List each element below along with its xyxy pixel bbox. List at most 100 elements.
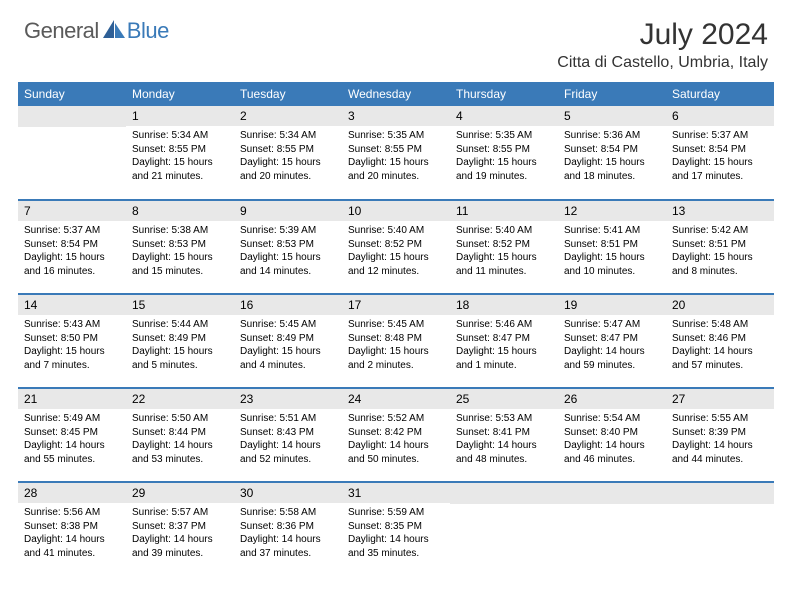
day-ss: Sunset: 8:52 PM (348, 238, 446, 252)
day-cell: 22Sunrise: 5:50 AMSunset: 8:44 PMDayligh… (126, 388, 234, 482)
day-cell: 30Sunrise: 5:58 AMSunset: 8:36 PMDayligh… (234, 482, 342, 576)
day-sr: Sunrise: 5:34 AM (132, 129, 230, 143)
day-number (666, 483, 774, 504)
day-content: Sunrise: 5:57 AMSunset: 8:37 PMDaylight:… (126, 503, 234, 563)
day-content: Sunrise: 5:52 AMSunset: 8:42 PMDaylight:… (342, 409, 450, 469)
day-content: Sunrise: 5:40 AMSunset: 8:52 PMDaylight:… (450, 221, 558, 281)
day-number: 13 (666, 201, 774, 221)
day-number (558, 483, 666, 504)
day-content: Sunrise: 5:49 AMSunset: 8:45 PMDaylight:… (18, 409, 126, 469)
day-content: Sunrise: 5:43 AMSunset: 8:50 PMDaylight:… (18, 315, 126, 375)
day-cell: 23Sunrise: 5:51 AMSunset: 8:43 PMDayligh… (234, 388, 342, 482)
day-sr: Sunrise: 5:37 AM (672, 129, 770, 143)
day-number (450, 483, 558, 504)
day-ss: Sunset: 8:55 PM (132, 143, 230, 157)
calendar-table: Sunday Monday Tuesday Wednesday Thursday… (18, 82, 774, 576)
day-content: Sunrise: 5:37 AMSunset: 8:54 PMDaylight:… (18, 221, 126, 281)
day-cell: 16Sunrise: 5:45 AMSunset: 8:49 PMDayligh… (234, 294, 342, 388)
day-ss: Sunset: 8:40 PM (564, 426, 662, 440)
day-ss: Sunset: 8:55 PM (456, 143, 554, 157)
day-d2: and 14 minutes. (240, 265, 338, 279)
day-cell: 25Sunrise: 5:53 AMSunset: 8:41 PMDayligh… (450, 388, 558, 482)
day-ss: Sunset: 8:52 PM (456, 238, 554, 252)
day-cell: 24Sunrise: 5:52 AMSunset: 8:42 PMDayligh… (342, 388, 450, 482)
day-ss: Sunset: 8:55 PM (348, 143, 446, 157)
day-sr: Sunrise: 5:49 AM (24, 412, 122, 426)
day-d1: Daylight: 14 hours (132, 439, 230, 453)
day-d1: Daylight: 14 hours (240, 533, 338, 547)
day-cell: 6Sunrise: 5:37 AMSunset: 8:54 PMDaylight… (666, 106, 774, 200)
day-ss: Sunset: 8:35 PM (348, 520, 446, 534)
day-d2: and 8 minutes. (672, 265, 770, 279)
day-cell: 28Sunrise: 5:56 AMSunset: 8:38 PMDayligh… (18, 482, 126, 576)
day-d1: Daylight: 15 hours (456, 156, 554, 170)
day-sr: Sunrise: 5:37 AM (24, 224, 122, 238)
day-cell (558, 482, 666, 576)
day-d1: Daylight: 15 hours (240, 251, 338, 265)
day-ss: Sunset: 8:54 PM (672, 143, 770, 157)
day-cell: 19Sunrise: 5:47 AMSunset: 8:47 PMDayligh… (558, 294, 666, 388)
day-d1: Daylight: 15 hours (132, 345, 230, 359)
day-sr: Sunrise: 5:36 AM (564, 129, 662, 143)
day-d1: Daylight: 14 hours (24, 533, 122, 547)
day-ss: Sunset: 8:39 PM (672, 426, 770, 440)
day-d1: Daylight: 14 hours (240, 439, 338, 453)
day-header-sunday: Sunday (18, 82, 126, 106)
day-d2: and 19 minutes. (456, 170, 554, 184)
day-sr: Sunrise: 5:35 AM (348, 129, 446, 143)
day-number: 16 (234, 295, 342, 315)
day-d1: Daylight: 14 hours (564, 345, 662, 359)
day-sr: Sunrise: 5:54 AM (564, 412, 662, 426)
day-ss: Sunset: 8:47 PM (564, 332, 662, 346)
day-content: Sunrise: 5:45 AMSunset: 8:48 PMDaylight:… (342, 315, 450, 375)
day-cell: 10Sunrise: 5:40 AMSunset: 8:52 PMDayligh… (342, 200, 450, 294)
day-number: 27 (666, 389, 774, 409)
day-sr: Sunrise: 5:55 AM (672, 412, 770, 426)
day-number: 28 (18, 483, 126, 503)
day-number: 6 (666, 106, 774, 126)
day-content: Sunrise: 5:56 AMSunset: 8:38 PMDaylight:… (18, 503, 126, 563)
day-d2: and 21 minutes. (132, 170, 230, 184)
day-ss: Sunset: 8:53 PM (132, 238, 230, 252)
day-d1: Daylight: 14 hours (564, 439, 662, 453)
header: General Blue July 2024 Citta di Castello… (0, 0, 792, 72)
title-block: July 2024 Citta di Castello, Umbria, Ita… (557, 18, 768, 72)
day-d1: Daylight: 15 hours (132, 251, 230, 265)
week-row: 1Sunrise: 5:34 AMSunset: 8:55 PMDaylight… (18, 106, 774, 200)
day-cell: 13Sunrise: 5:42 AMSunset: 8:51 PMDayligh… (666, 200, 774, 294)
day-content: Sunrise: 5:38 AMSunset: 8:53 PMDaylight:… (126, 221, 234, 281)
day-d2: and 5 minutes. (132, 359, 230, 373)
day-sr: Sunrise: 5:34 AM (240, 129, 338, 143)
day-d2: and 15 minutes. (132, 265, 230, 279)
day-number: 2 (234, 106, 342, 126)
day-cell: 2Sunrise: 5:34 AMSunset: 8:55 PMDaylight… (234, 106, 342, 200)
day-number: 19 (558, 295, 666, 315)
day-cell: 26 Sunrise: 5:54 AMSunset: 8:40 PMDayligh… (558, 388, 666, 482)
day-cell: 21Sunrise: 5:49 AMSunset: 8:45 PMDayligh… (18, 388, 126, 482)
logo-text-general: General (24, 18, 99, 44)
day-content: Sunrise: 5:53 AMSunset: 8:41 PMDaylight:… (450, 409, 558, 469)
day-sr: Sunrise: 5:48 AM (672, 318, 770, 332)
day-number: 26 (558, 389, 666, 409)
day-content: Sunrise: 5:40 AMSunset: 8:52 PMDaylight:… (342, 221, 450, 281)
week-row: 14Sunrise: 5:43 AMSunset: 8:50 PMDayligh… (18, 294, 774, 388)
day-cell: 4Sunrise: 5:35 AMSunset: 8:55 PMDaylight… (450, 106, 558, 200)
day-content: Sunrise: 5:58 AMSunset: 8:36 PMDaylight:… (234, 503, 342, 563)
day-content: Sunrise: 5:35 AMSunset: 8:55 PMDaylight:… (450, 126, 558, 186)
day-d2: and 50 minutes. (348, 453, 446, 467)
day-cell: 27Sunrise: 5:55 AMSunset: 8:39 PMDayligh… (666, 388, 774, 482)
day-sr: Sunrise: 5:35 AM (456, 129, 554, 143)
day-header-tuesday: Tuesday (234, 82, 342, 106)
day-ss: Sunset: 8:41 PM (456, 426, 554, 440)
day-ss: Sunset: 8:47 PM (456, 332, 554, 346)
day-cell: 12Sunrise: 5:41 AMSunset: 8:51 PMDayligh… (558, 200, 666, 294)
day-number: 30 (234, 483, 342, 503)
day-ss: Sunset: 8:53 PM (240, 238, 338, 252)
day-sr: Sunrise: 5:45 AM (348, 318, 446, 332)
day-content: Sunrise: 5:55 AMSunset: 8:39 PMDaylight:… (666, 409, 774, 469)
logo-sail-icon (103, 20, 125, 43)
day-ss: Sunset: 8:50 PM (24, 332, 122, 346)
day-sr: Sunrise: 5:38 AM (132, 224, 230, 238)
day-sr: Sunrise: 5:40 AM (456, 224, 554, 238)
day-d1: Daylight: 14 hours (456, 439, 554, 453)
